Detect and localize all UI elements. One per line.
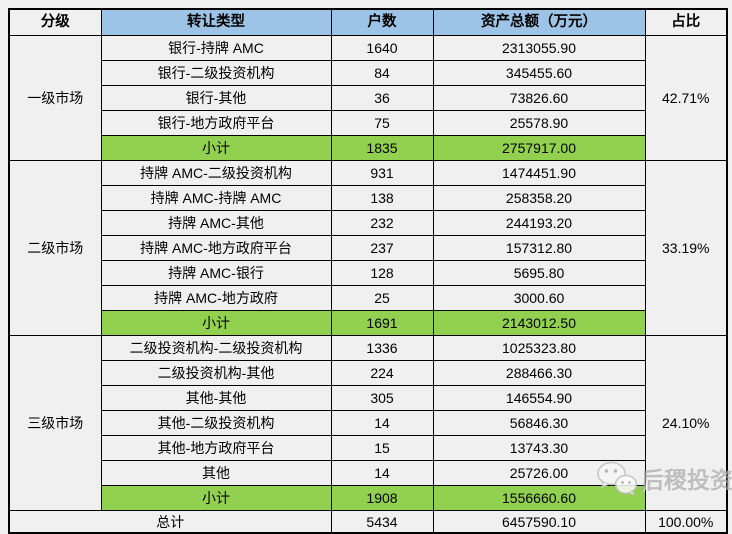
table-body: 一级市场 银行-持牌 AMC 1640 2313055.90 42.71% 银行-二级投资… xyxy=(8,35,728,511)
assets-cell: 258358.20 xyxy=(432,185,646,211)
transfer-type-cell: 银行-地方政府平台 xyxy=(100,110,332,136)
table-row: 三级市场 二级投资机构-二级投资机构 1336 1025323.80 24.10% xyxy=(8,335,728,511)
subtotal-row: 小计 1835 2757917.00 xyxy=(9,135,727,161)
count-cell: 1336 xyxy=(330,335,434,361)
count-cell: 232 xyxy=(330,210,434,236)
transfer-type-cell: 其他-二级投资机构 xyxy=(100,410,332,436)
assets-cell: 288466.30 xyxy=(432,360,646,386)
assets-cell: 345455.60 xyxy=(432,60,646,86)
count-cell: 15 xyxy=(330,435,434,461)
table-row: 银行-二级投资机构 84 345455.60 xyxy=(9,60,727,86)
count-cell: 128 xyxy=(330,260,434,286)
table-row: 持牌 AMC-地方政府 25 3000.60 xyxy=(9,285,727,311)
subtotal-assets-cell: 1556660.60 xyxy=(432,485,646,511)
subtotal-count-cell: 1908 xyxy=(330,485,434,511)
transfer-type-cell: 持牌 AMC-银行 xyxy=(100,260,332,286)
table-row: 持牌 AMC-地方政府平台 237 157312.80 xyxy=(9,235,727,261)
transfer-type-cell: 其他-其他 xyxy=(100,385,332,411)
transfer-type-cell: 持牌 AMC-地方政府平台 xyxy=(100,235,332,261)
table-row: 其他 14 25726.00 xyxy=(9,460,727,486)
table-row: 其他-二级投资机构 14 56846.30 xyxy=(9,410,727,436)
transfer-type-cell: 银行-持牌 AMC xyxy=(100,35,332,61)
assets-cell: 146554.90 xyxy=(432,385,646,411)
total-share-cell: 100.00% xyxy=(644,510,728,534)
screenshot-root: 分级 转让类型 户数 资产总额（万元） 占比 一级市场 银行-持牌 AMC 1640… xyxy=(8,8,732,534)
transfer-type-cell: 银行-二级投资机构 xyxy=(100,60,332,86)
subtotal-row: 小计 1691 2143012.50 xyxy=(9,310,727,336)
assets-cell: 25726.00 xyxy=(432,460,646,486)
subtotal-label-cell: 小计 xyxy=(100,310,332,336)
assets-cell: 3000.60 xyxy=(432,285,646,311)
assets-cell: 73826.60 xyxy=(432,85,646,111)
transfer-type-cell: 持牌 AMC-其他 xyxy=(100,210,332,236)
count-cell: 14 xyxy=(330,410,434,436)
table-row: 银行-其他 36 73826.60 xyxy=(9,85,727,111)
header-share: 占比 xyxy=(644,8,728,36)
market-level-cell: 二级市场 xyxy=(8,160,102,336)
assets-cell: 25578.90 xyxy=(432,110,646,136)
transfer-type-cell: 银行-其他 xyxy=(100,85,332,111)
count-cell: 305 xyxy=(330,385,434,411)
assets-cell: 244193.20 xyxy=(432,210,646,236)
assets-cell: 1025323.80 xyxy=(432,335,646,361)
header-row: 分级 转让类型 户数 资产总额（万元） 占比 xyxy=(8,8,728,36)
count-cell: 14 xyxy=(330,460,434,486)
assets-cell: 56846.30 xyxy=(432,410,646,436)
subtotal-count-cell: 1691 xyxy=(330,310,434,336)
subtotal-assets-cell: 2757917.00 xyxy=(432,135,646,161)
table-row: 持牌 AMC-银行 128 5695.80 xyxy=(9,260,727,286)
table-row: 其他-其他 305 146554.90 xyxy=(9,385,727,411)
header-assets: 资产总额（万元） xyxy=(432,8,646,36)
total-row: 总计 5434 6457590.10 100.00% xyxy=(8,510,728,534)
transfer-type-cell: 持牌 AMC-地方政府 xyxy=(100,285,332,311)
count-cell: 237 xyxy=(330,235,434,261)
count-cell: 84 xyxy=(330,60,434,86)
header-transfer-type: 转让类型 xyxy=(100,8,332,36)
transfer-type-cell: 二级投资机构-其他 xyxy=(100,360,332,386)
header-count: 户数 xyxy=(330,8,434,36)
share-cell: 42.71% xyxy=(644,35,728,161)
count-cell: 138 xyxy=(330,185,434,211)
transfer-type-cell: 其他-地方政府平台 xyxy=(100,435,332,461)
subtotal-count-cell: 1835 xyxy=(330,135,434,161)
transfer-type-cell: 持牌 AMC-持牌 AMC xyxy=(100,185,332,211)
total-count-cell: 5434 xyxy=(330,510,434,534)
table-row: 一级市场 银行-持牌 AMC 1640 2313055.90 42.71% xyxy=(8,35,728,161)
assets-cell: 13743.30 xyxy=(432,435,646,461)
subtotal-assets-cell: 2143012.50 xyxy=(432,310,646,336)
table-row: 持牌 AMC-其他 232 244193.20 xyxy=(9,210,727,236)
count-cell: 224 xyxy=(330,360,434,386)
table-row: 其他-地方政府平台 15 13743.30 xyxy=(9,435,727,461)
total-assets-cell: 6457590.10 xyxy=(432,510,646,534)
transfer-type-cell: 二级投资机构-二级投资机构 xyxy=(100,335,332,361)
count-cell: 1640 xyxy=(330,35,434,61)
table-row: 银行-地方政府平台 75 25578.90 xyxy=(9,110,727,136)
table-row: 持牌 AMC-持牌 AMC 138 258358.20 xyxy=(9,185,727,211)
count-cell: 36 xyxy=(330,85,434,111)
market-level-cell: 一级市场 xyxy=(8,35,102,161)
share-cell: 33.19% xyxy=(644,160,728,336)
transfer-type-cell: 其他 xyxy=(100,460,332,486)
subtotal-label-cell: 小计 xyxy=(100,485,332,511)
share-cell: 24.10% xyxy=(644,335,728,511)
table-row: 二级市场 持牌 AMC-二级投资机构 931 1474451.90 33.19% xyxy=(8,160,728,336)
assets-cell: 1474451.90 xyxy=(432,160,646,186)
count-cell: 75 xyxy=(330,110,434,136)
table-header: 分级 转让类型 户数 资产总额（万元） 占比 xyxy=(8,8,728,36)
transfer-table: 分级 转让类型 户数 资产总额（万元） 占比 一级市场 银行-持牌 AMC 1640… xyxy=(8,8,728,534)
table-row: 二级投资机构-其他 224 288466.30 xyxy=(9,360,727,386)
subtotal-row: 小计 1908 1556660.60 xyxy=(9,485,727,511)
market-level-cell: 三级市场 xyxy=(8,335,102,511)
assets-cell: 157312.80 xyxy=(432,235,646,261)
count-cell: 931 xyxy=(330,160,434,186)
total-label-cell: 总计 xyxy=(8,510,332,534)
assets-cell: 5695.80 xyxy=(432,260,646,286)
header-level: 分级 xyxy=(8,8,102,36)
transfer-type-cell: 持牌 AMC-二级投资机构 xyxy=(100,160,332,186)
count-cell: 25 xyxy=(330,285,434,311)
subtotal-label-cell: 小计 xyxy=(100,135,332,161)
assets-cell: 2313055.90 xyxy=(432,35,646,61)
